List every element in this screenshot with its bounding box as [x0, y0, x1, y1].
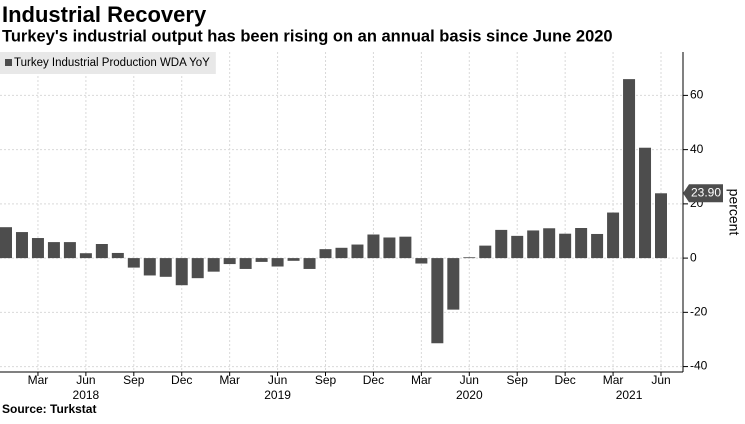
bar [447, 258, 460, 310]
bar [399, 236, 412, 259]
chart-title: Industrial Recovery [2, 2, 207, 27]
bar [463, 257, 476, 259]
bar [0, 227, 12, 259]
bar [127, 258, 140, 268]
bar [367, 234, 380, 259]
bar [639, 147, 652, 259]
bar [479, 245, 492, 259]
x-year-label: 2019 [264, 388, 291, 402]
x-tick-label: Sep [315, 373, 337, 387]
grid [0, 52, 683, 372]
bar [31, 238, 44, 259]
x-tick-label: Sep [507, 373, 529, 387]
bar [543, 228, 556, 259]
legend-swatch [5, 59, 12, 66]
bar [191, 258, 204, 279]
last-value-label: 23.90 [691, 185, 721, 199]
bar [559, 233, 572, 259]
bar [239, 258, 252, 269]
y-tick-label: 40 [690, 142, 704, 156]
bar [79, 253, 92, 259]
bar [159, 258, 172, 277]
bar [255, 258, 268, 262]
bar [351, 244, 364, 259]
legend-box [0, 52, 216, 74]
bar [607, 212, 620, 259]
bar [95, 244, 108, 259]
x-year-label: 2021 [616, 388, 643, 402]
y-tick-label: -20 [690, 305, 708, 319]
x-year-label: 2018 [73, 388, 100, 402]
bar [63, 242, 76, 259]
last-value-box [683, 184, 723, 203]
x-tick-label: Mar [411, 373, 432, 387]
bar [623, 79, 636, 259]
x-tick-label: Dec [363, 373, 384, 387]
bar [271, 258, 284, 267]
x-tick-label: Mar [219, 373, 240, 387]
x-tick-label: Jun [651, 373, 670, 387]
y-tick-label: 60 [690, 88, 704, 102]
x-tick-label: Dec [171, 373, 192, 387]
x-tick-label: Jun [268, 373, 287, 387]
y-tick-label: 0 [690, 250, 697, 264]
bar [15, 232, 28, 259]
source-note: Source: Turkstat [2, 402, 96, 416]
bar [655, 193, 667, 259]
legend-label: Turkey Industrial Production WDA YoY [14, 57, 210, 69]
bar [319, 249, 332, 259]
bar [223, 258, 236, 265]
y-axis-label: percent [726, 189, 742, 236]
bar [47, 242, 60, 259]
bar [303, 258, 316, 269]
bar [175, 258, 188, 286]
bar [527, 230, 540, 259]
bars [0, 79, 667, 344]
x-tick-label: Jun [76, 373, 95, 387]
bar [575, 228, 588, 259]
bar [495, 229, 508, 259]
x-tick-label: Dec [554, 373, 575, 387]
bar [207, 258, 220, 272]
bar [383, 237, 396, 259]
bar [111, 252, 124, 259]
y-tick-label: -40 [690, 359, 708, 373]
bar [591, 233, 604, 259]
bar [287, 258, 300, 261]
bar [431, 258, 444, 344]
bar [335, 247, 348, 259]
bar [415, 258, 428, 264]
x-tick-label: Sep [123, 373, 145, 387]
bar [511, 235, 524, 259]
x-tick-label: Mar [28, 373, 49, 387]
bar [143, 258, 156, 276]
x-tick-label: Jun [460, 373, 479, 387]
x-tick-label: Mar [603, 373, 624, 387]
chart-subtitle: Turkey's industrial output has been risi… [2, 27, 613, 45]
x-year-label: 2020 [456, 388, 483, 402]
